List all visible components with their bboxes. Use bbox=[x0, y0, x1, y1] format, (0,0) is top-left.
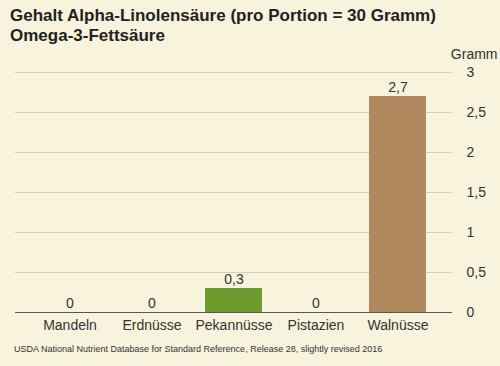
svg-text:0,3: 0,3 bbox=[224, 271, 244, 287]
svg-text:1,5: 1,5 bbox=[467, 184, 487, 200]
html-text:USDA National Nutrient Databas: USDA National Nutrient Database for Stan… bbox=[14, 344, 383, 354]
svg-text:0,5: 0,5 bbox=[467, 264, 487, 280]
svg-text:Gramm: Gramm bbox=[451, 46, 498, 62]
svg-text:2,7: 2,7 bbox=[388, 79, 408, 95]
svg-text:2,5: 2,5 bbox=[467, 104, 487, 120]
html-text:Omega-3-Fettsäure: Omega-3-Fettsäure bbox=[10, 26, 165, 45]
svg-text:0: 0 bbox=[148, 295, 156, 311]
svg-text:Pistazien: Pistazien bbox=[288, 317, 345, 333]
svg-text:0: 0 bbox=[312, 295, 320, 311]
svg-text:2: 2 bbox=[467, 144, 475, 160]
html-text:Gehalt Alpha-Linolensäure (pro: Gehalt Alpha-Linolensäure (pro Portion =… bbox=[10, 6, 436, 25]
svg-text:Erdnüsse: Erdnüsse bbox=[122, 317, 181, 333]
svg-text:Mandeln: Mandeln bbox=[43, 317, 97, 333]
svg-text:1: 1 bbox=[467, 224, 475, 240]
svg-text:Walnüsse: Walnüsse bbox=[368, 317, 429, 333]
svg-text:Pekannüsse: Pekannüsse bbox=[195, 317, 272, 333]
svg-text:0: 0 bbox=[467, 304, 475, 320]
svg-text:3: 3 bbox=[467, 64, 475, 80]
svg-text:0: 0 bbox=[66, 295, 74, 311]
